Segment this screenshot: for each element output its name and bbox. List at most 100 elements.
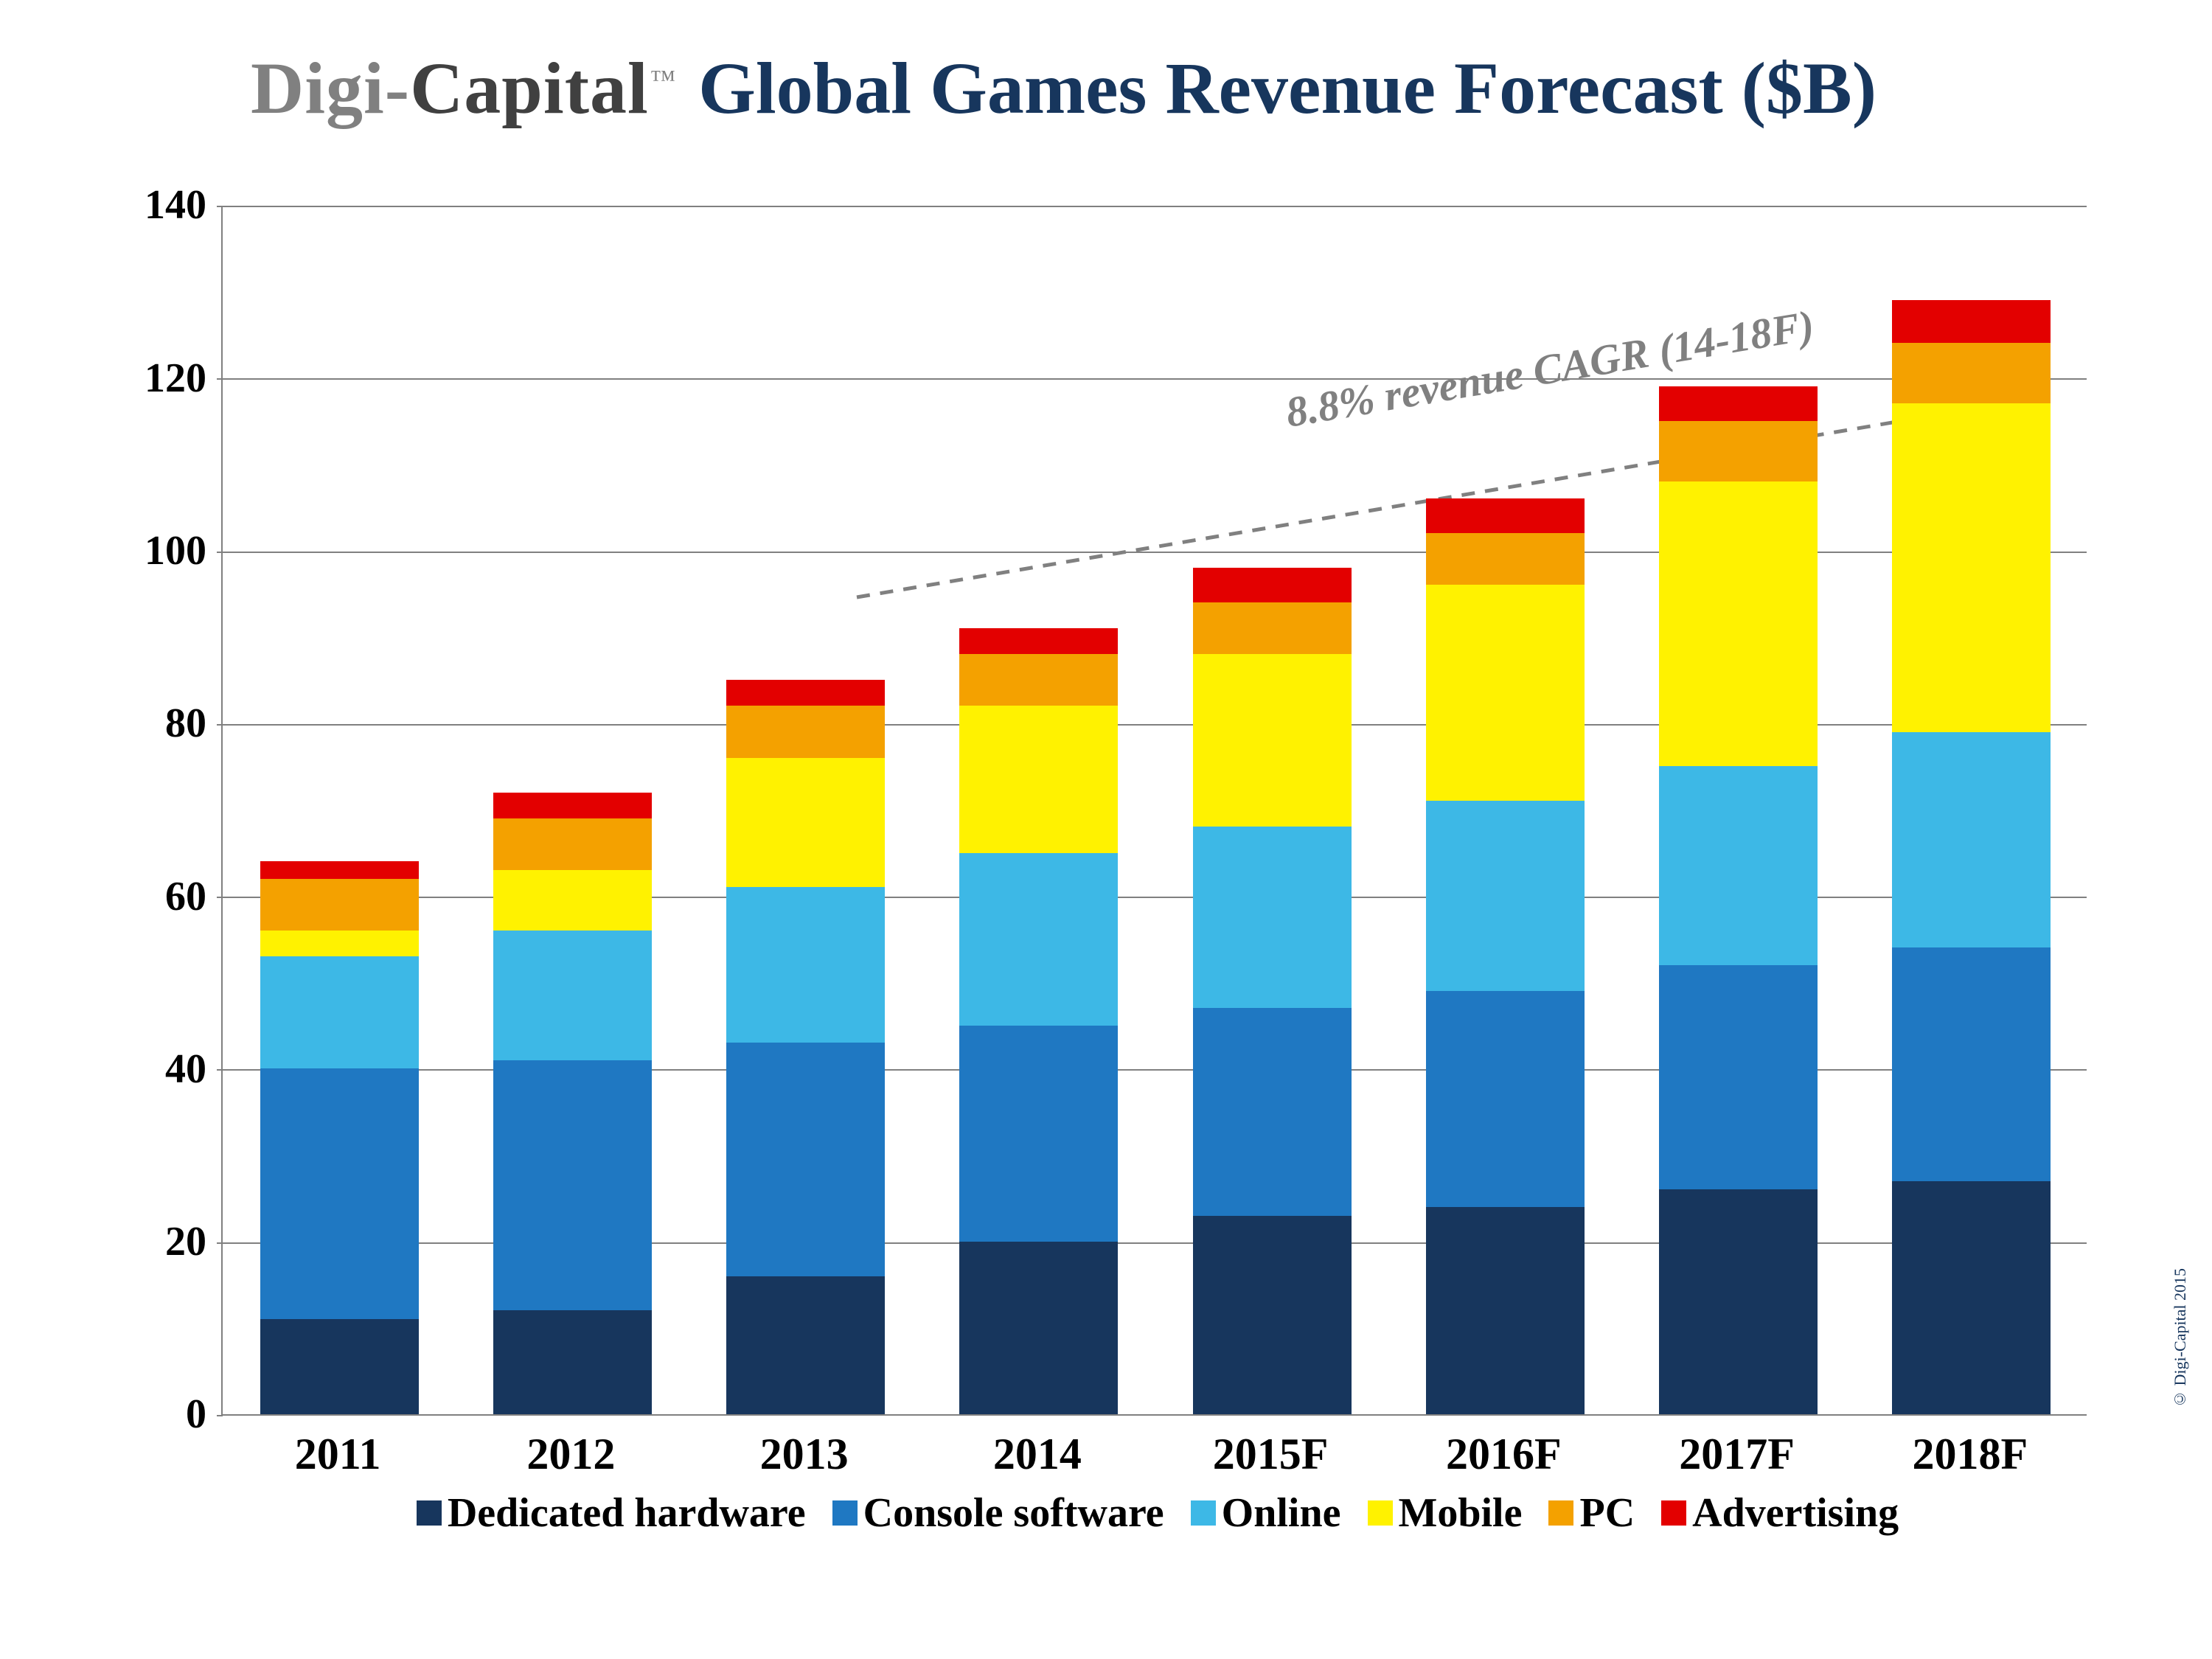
legend-label: PC [1579, 1489, 1635, 1537]
segment-console_software [1193, 1008, 1352, 1215]
segment-advertising [260, 861, 419, 878]
chart-title: Digi-Capital™ Global Games Revenue Forec… [251, 46, 1877, 131]
segment-mobile [1193, 654, 1352, 827]
segment-advertising [959, 628, 1118, 654]
y-tick [217, 724, 223, 726]
segment-console_software [959, 1026, 1118, 1242]
y-tick-label: 100 [103, 527, 206, 574]
legend-label: Dedicated hardware [448, 1489, 806, 1537]
legend-label: Online [1222, 1489, 1341, 1537]
gridline [223, 378, 2087, 380]
segment-console_software [493, 1060, 652, 1311]
y-tick [217, 1415, 223, 1416]
segment-advertising [493, 793, 652, 818]
y-tick-label: 40 [103, 1046, 206, 1093]
y-tick [217, 206, 223, 207]
segment-pc [1659, 421, 1818, 481]
legend-label: Console software [863, 1489, 1164, 1537]
segment-online [1892, 732, 2051, 948]
bar-2011 [260, 861, 419, 1414]
brand-prefix: Digi- [251, 47, 410, 129]
x-tick-label: 2011 [221, 1429, 454, 1480]
segment-dedicated_hardware [726, 1276, 885, 1414]
chart-stage: Digi-Capital™ Global Games Revenue Forec… [0, 0, 2212, 1659]
x-tick-label: 2018F [1854, 1429, 2087, 1480]
legend-swatch [417, 1500, 442, 1526]
legend-swatch [832, 1500, 858, 1526]
legend-swatch [1191, 1500, 1216, 1526]
y-tick-label: 120 [103, 355, 206, 402]
segment-console_software [260, 1068, 419, 1319]
segment-pc [959, 654, 1118, 706]
segment-pc [1426, 533, 1585, 585]
segment-mobile [959, 706, 1118, 852]
y-tick [217, 1242, 223, 1244]
segment-dedicated_hardware [1659, 1189, 1818, 1414]
brand-tm: ™ [650, 65, 675, 94]
segment-pc [1193, 602, 1352, 654]
segment-online [493, 931, 652, 1060]
brand-suffix: Capital [410, 47, 649, 129]
copyright-text: © Digi-Capital 2015 [2171, 1268, 2189, 1408]
legend-item-advertising: Advertising [1661, 1489, 1899, 1537]
segment-pc [726, 706, 885, 757]
segment-mobile [1892, 403, 2051, 731]
segment-console_software [1426, 991, 1585, 1207]
x-tick-label: 2014 [921, 1429, 1154, 1480]
title-rest: Global Games Revenue Forecast ($B) [680, 47, 1877, 129]
segment-mobile [1659, 481, 1818, 767]
gridline [223, 206, 2087, 207]
legend: Dedicated hardware Console software Online… [192, 1489, 2124, 1537]
segment-online [1659, 766, 1818, 964]
legend-item-console_software: Console software [832, 1489, 1164, 1537]
bar-2015F [1193, 568, 1352, 1414]
segment-dedicated_hardware [1193, 1216, 1352, 1414]
y-tick [217, 552, 223, 553]
segment-dedicated_hardware [1892, 1181, 2051, 1414]
bar-2017F [1659, 386, 1818, 1414]
bar-2014 [959, 628, 1118, 1414]
legend-item-pc: PC [1548, 1489, 1635, 1537]
segment-pc [1892, 343, 2051, 403]
x-tick-label: 2017F [1621, 1429, 1854, 1480]
legend-swatch [1661, 1500, 1686, 1526]
segment-online [260, 956, 419, 1068]
legend-item-online: Online [1191, 1489, 1341, 1537]
segment-online [1193, 827, 1352, 1008]
segment-mobile [726, 758, 885, 888]
bar-2012 [493, 793, 652, 1414]
y-tick-label: 0 [103, 1391, 206, 1438]
segment-console_software [726, 1043, 885, 1276]
legend-label: Advertising [1692, 1489, 1899, 1537]
segment-pc [260, 879, 419, 931]
y-tick [217, 378, 223, 380]
segment-console_software [1892, 947, 2051, 1180]
segment-mobile [260, 931, 419, 956]
copyright: © Digi-Capital 2015 [2171, 1268, 2190, 1408]
segment-online [959, 853, 1118, 1026]
bar-2016F [1426, 498, 1585, 1414]
segment-advertising [1426, 498, 1585, 533]
plot-area: 8.8% revenue CAGR (14-18F) [221, 206, 2087, 1416]
segment-pc [493, 818, 652, 870]
y-tick-label: 140 [103, 181, 206, 229]
x-tick-label: 2013 [688, 1429, 921, 1480]
bar-2013 [726, 680, 885, 1414]
segment-mobile [493, 870, 652, 931]
x-tick-label: 2015F [1154, 1429, 1387, 1480]
segment-advertising [726, 680, 885, 706]
y-tick-label: 60 [103, 873, 206, 920]
y-tick-label: 20 [103, 1218, 206, 1265]
segment-advertising [1892, 300, 2051, 344]
segment-dedicated_hardware [493, 1310, 652, 1414]
y-tick [217, 1069, 223, 1071]
segment-online [1426, 801, 1585, 991]
bar-2018F [1892, 300, 2051, 1414]
segment-dedicated_hardware [260, 1319, 419, 1414]
segment-mobile [1426, 585, 1585, 801]
y-tick [217, 897, 223, 898]
legend-item-dedicated_hardware: Dedicated hardware [417, 1489, 806, 1537]
legend-swatch [1368, 1500, 1393, 1526]
segment-advertising [1659, 386, 1818, 421]
segment-dedicated_hardware [1426, 1207, 1585, 1414]
